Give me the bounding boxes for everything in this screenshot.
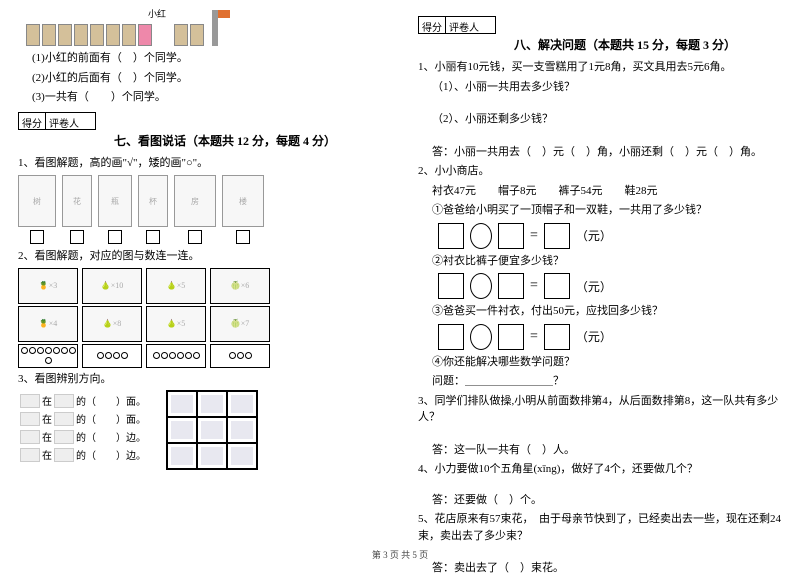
score-box: 得分 评卷人 — [18, 112, 96, 130]
right-column: 得分 评卷人 八、解决问题（本题共 15 分，每题 3 分） 1、小丽有10元钱… — [400, 0, 800, 565]
animal-grid — [166, 390, 258, 470]
queue-illustration: 小红 — [26, 10, 382, 46]
height-compare-row: 树 花 瓶 杯 房 楼 — [18, 175, 382, 244]
checkbox[interactable] — [188, 230, 202, 244]
q8-2b: ②衬衣比裤子便宜多少钱？ — [432, 253, 782, 270]
q-front: (1)小红的前面有（ ）个同学。 — [32, 50, 382, 67]
q8-2d2: 问题：＿＿＿＿＿＿＿＿？ — [432, 373, 782, 390]
q8-5-ans: 答：卖出去了（ ）束花。 — [432, 560, 782, 577]
q8-3: 3、同学们排队做操,小明从前面数排第4，从后面数排第8，这一队共有多少人？ — [418, 393, 782, 426]
connect-top: 🍍×3🍐×10 🍐×5🍈×6 — [18, 268, 382, 304]
q8-4-ans: 答：还要做（ ）个。 — [432, 492, 782, 509]
q8-5: 5、花店原来有57束花， 由于母亲节快到了，已经卖出去一些，现在还剩24束，卖出… — [418, 511, 782, 544]
equation-row: =（元） — [438, 324, 782, 350]
grader-label: 评卷人 — [446, 17, 482, 33]
q8-1b: （2）、小丽还剩多少钱？ — [432, 111, 782, 128]
q8-4: 4、小力要做10个五角星(xīng)，做好了4个，还要做几个？ — [418, 461, 782, 478]
q8-1a: （1）、小丽一共用去多少钱？ — [432, 79, 782, 96]
checkbox[interactable] — [70, 230, 84, 244]
q8-2c: ③爸爸买一件衬衣，付出50元，应找回多少钱？ — [432, 303, 782, 320]
q8-2a: ①爸爸给小明买了一顶帽子和一双鞋，一共用了多少钱？ — [432, 202, 782, 219]
checkbox[interactable] — [236, 230, 250, 244]
q8-2-prices: 衬衣47元 帽子8元 裤子54元 鞋28元 — [432, 183, 782, 200]
q-back: (2)小红的后面有（ ）个同学。 — [32, 70, 382, 87]
equation-row: =（元） — [438, 273, 782, 299]
flag-icon — [212, 10, 218, 46]
section-8-title: 八、解决问题（本题共 15 分，每题 3 分） — [468, 36, 782, 53]
q8-1: 1、小丽有10元钱，买一支雪糕用了1元8角，买文具用去5元6角。 — [418, 59, 782, 76]
q8-2: 2、小小商店。 — [418, 163, 782, 180]
connect-bottom — [18, 344, 382, 368]
q8-3-ans: 答：这一队一共有（ ）人。 — [432, 442, 782, 459]
connect-mid: 🍍×4🍐×8 🍐×5🍈×7 — [18, 306, 382, 342]
q7-2: 2、看图解题，对应的图与数连一连。 — [18, 248, 382, 265]
checkbox[interactable] — [108, 230, 122, 244]
q7-1: 1、看图解题，高的画"√"，矮的画"○"。 — [18, 155, 382, 172]
equation-row: =（元） — [438, 223, 782, 249]
page-footer: 第 3 页 共 5 页 — [0, 548, 800, 561]
checkbox[interactable] — [30, 230, 44, 244]
direction-sentences: 在的（ ）面。 在的（ ）面。 在的（ ）边。 在的（ ）边。 — [18, 390, 146, 470]
q8-1-ans: 答：小丽一共用去（ ）元（ ）角，小丽还剩（ ）元（ ）角。 — [432, 144, 782, 161]
q-total: (3)一共有（ ）个同学。 — [32, 89, 382, 106]
left-column: 小红 (1)小红的前面有（ ）个同学。 (2)小红的后面有（ ）个同学。 (3)… — [0, 0, 400, 565]
section-7-title: 七、看图说话（本题共 12 分，每题 4 分） — [68, 132, 382, 149]
grader-label: 评卷人 — [46, 113, 82, 129]
score-box: 得分 评卷人 — [418, 16, 496, 34]
q7-3: 3、看图辨别方向。 — [18, 371, 382, 388]
score-label: 得分 — [419, 17, 446, 33]
q8-2d: ④你还能解决哪些数学问题？ — [432, 354, 782, 371]
checkbox[interactable] — [146, 230, 160, 244]
page: 小红 (1)小红的前面有（ ）个同学。 (2)小红的后面有（ ）个同学。 (3)… — [0, 0, 800, 565]
xiaohong-label: 小红 — [148, 7, 166, 20]
score-label: 得分 — [19, 113, 46, 129]
